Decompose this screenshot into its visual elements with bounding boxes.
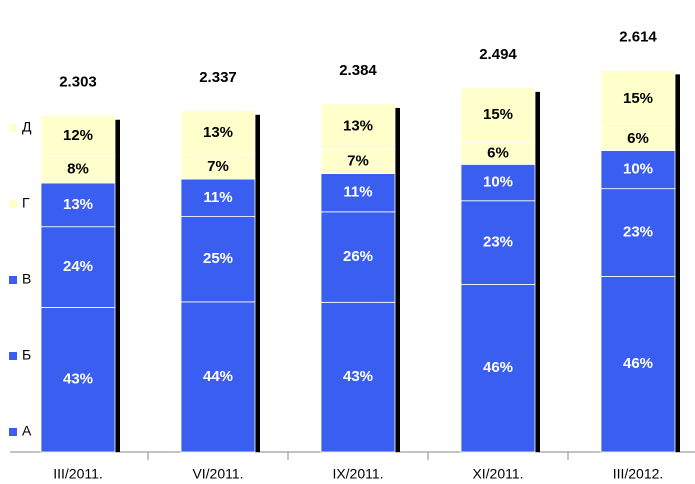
- bar-segment: [180, 110, 256, 156]
- data-label: 10%: [483, 174, 513, 191]
- data-label: 13%: [63, 196, 93, 213]
- bar-segment: [320, 211, 396, 303]
- data-label: 46%: [623, 355, 653, 372]
- data-label: 13%: [203, 124, 233, 141]
- legend-swatch: [9, 276, 17, 284]
- bar-segment: [40, 307, 116, 453]
- data-label: 6%: [487, 144, 509, 161]
- data-label: 12%: [63, 127, 93, 144]
- bar-segment: [600, 69, 676, 129]
- total-label: 2.494: [479, 46, 517, 63]
- data-label: 7%: [347, 152, 369, 169]
- data-label: 6%: [627, 130, 649, 147]
- data-label: 11%: [203, 189, 232, 206]
- data-label: 25%: [203, 250, 233, 267]
- data-label: 44%: [203, 368, 233, 385]
- total-label: 2.614: [619, 28, 657, 45]
- data-label: 26%: [343, 248, 373, 265]
- data-label: 23%: [483, 234, 513, 251]
- bar-segment: [320, 103, 396, 150]
- data-label: 15%: [483, 106, 513, 123]
- x-tick-label: XI/2011.: [472, 466, 523, 482]
- legend-swatch: [9, 352, 17, 360]
- bar-segment: [460, 87, 536, 143]
- bar-segment: [460, 200, 536, 285]
- data-label: 7%: [207, 158, 229, 175]
- x-tick-label: III/2012.: [613, 466, 664, 482]
- bar-segment: [180, 178, 256, 217]
- bar-segment: [40, 115, 116, 157]
- bar-segment: [180, 216, 256, 303]
- data-label: 10%: [623, 161, 653, 178]
- data-label: 15%: [623, 90, 653, 107]
- x-tick-label: IX/2011.: [332, 466, 383, 482]
- bar-segment: [320, 301, 396, 453]
- x-tick-label: VI/2011.: [192, 466, 243, 482]
- data-label: 11%: [343, 184, 372, 201]
- data-label: 46%: [483, 359, 513, 376]
- legend-swatch: [9, 124, 17, 132]
- bar-segment: [460, 284, 536, 453]
- data-label: 23%: [623, 224, 653, 241]
- legend-label: Б: [22, 347, 31, 363]
- bar-segment: [460, 163, 536, 202]
- bar-segment: [600, 276, 676, 453]
- bar-segment: [180, 301, 256, 453]
- bar-segment: [320, 173, 396, 213]
- data-label: 13%: [343, 118, 373, 135]
- legend-label: Д: [22, 119, 32, 135]
- bar-segment: [40, 182, 116, 228]
- data-label: 8%: [67, 161, 89, 178]
- legend-swatch: [9, 200, 17, 208]
- bar-segment: [600, 150, 676, 190]
- legend-swatch: [9, 428, 17, 436]
- bar-segment: [40, 226, 116, 308]
- total-label: 2.384: [339, 62, 377, 79]
- bar-segment: [600, 188, 676, 277]
- legend-label: Г: [22, 195, 30, 211]
- total-label: 2.303: [59, 74, 97, 91]
- data-label: 43%: [343, 368, 373, 385]
- total-label: 2.337: [199, 69, 237, 86]
- x-tick-label: III/2011.: [53, 466, 103, 482]
- legend-label: А: [22, 423, 32, 439]
- legend-label: В: [22, 271, 31, 287]
- data-label: 24%: [63, 258, 93, 275]
- bar-segment: [320, 148, 396, 174]
- data-label: 43%: [63, 371, 93, 388]
